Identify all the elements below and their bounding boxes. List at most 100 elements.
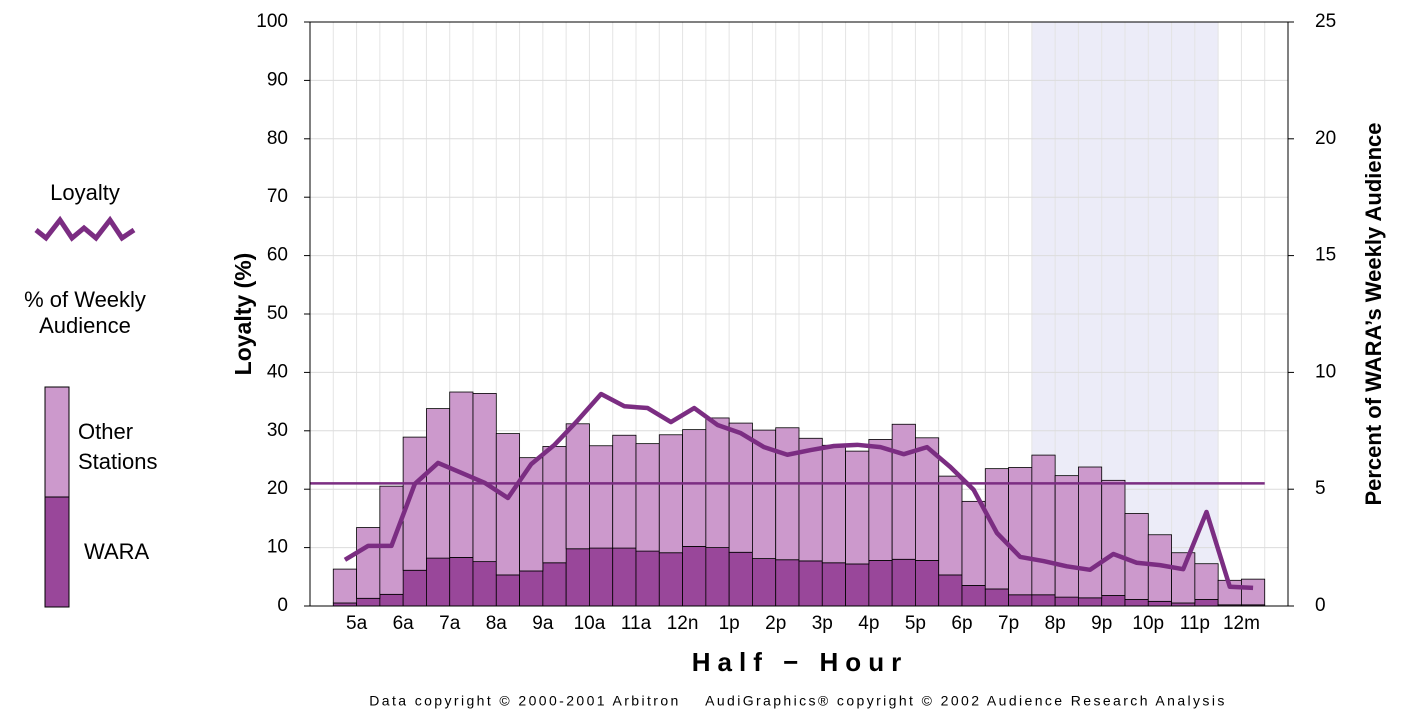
y-tick-label: 100 <box>256 11 288 32</box>
bar-segment <box>1147 600 1172 607</box>
bar-segment <box>565 423 590 550</box>
bar-segment <box>1031 594 1056 607</box>
bar-segment <box>728 551 753 607</box>
bar-segment <box>658 552 683 607</box>
y2-tick-label: 15 <box>1315 245 1336 266</box>
bar-segment <box>705 547 730 607</box>
bar-segment <box>519 570 544 607</box>
bar-segment <box>915 560 940 607</box>
x-tick-label: 6a <box>393 613 415 634</box>
y2-tick-label: 10 <box>1315 361 1336 382</box>
y-tick-label: 20 <box>267 478 288 499</box>
bar-segment <box>472 561 497 607</box>
y-tick-label: 30 <box>267 420 288 441</box>
y-tick-label: 70 <box>267 186 288 207</box>
x-tick-label: 10a <box>574 613 606 634</box>
bar-segment <box>775 427 800 561</box>
bar-segment <box>495 574 520 607</box>
bar-segment <box>495 433 520 576</box>
x-tick-label: 7a <box>439 613 461 634</box>
bar-segment <box>542 446 567 564</box>
x-tick-label: 9p <box>1091 613 1112 634</box>
bar-segment <box>589 445 614 549</box>
bar-segment <box>1124 599 1149 607</box>
y-tick-label: 60 <box>267 245 288 266</box>
bar-segment <box>752 558 777 607</box>
bar-segment <box>1008 467 1033 596</box>
bar-segment <box>635 443 660 552</box>
legend-line-icon <box>34 215 136 242</box>
y-tick-label: 10 <box>267 537 288 558</box>
y-tick-label: 90 <box>267 69 288 90</box>
bar-segment <box>1194 563 1219 600</box>
legend-heading: % of Weekly Audience <box>24 287 146 338</box>
bar-segment <box>821 444 846 564</box>
x-tick-label: 1p <box>719 613 740 634</box>
legend-swatch-other <box>44 386 70 498</box>
bar-segment <box>682 429 707 547</box>
bar-segment <box>891 423 916 560</box>
x-tick-label: 10p <box>1132 613 1164 634</box>
bar-segment <box>402 569 427 607</box>
bar-segment <box>821 562 846 607</box>
footer: Data copyright © 2000-2001 Arbitron Audi… <box>369 693 1226 709</box>
x-tick-label: 3p <box>812 613 833 634</box>
bar-segment <box>589 547 614 607</box>
y2-tick-label: 5 <box>1315 478 1326 499</box>
bar-segment <box>891 558 916 607</box>
bar-segment <box>1101 479 1126 596</box>
bar-segment <box>682 546 707 607</box>
x-tick-label: 5a <box>346 613 368 634</box>
bar-segment <box>1078 466 1103 599</box>
bar-segment <box>961 585 986 607</box>
bar-segment <box>775 559 800 607</box>
bar-segment <box>635 550 660 607</box>
bar-segment <box>798 437 823 562</box>
bar-segment <box>1241 578 1266 606</box>
legend-loyalty: Loyalty <box>50 180 120 205</box>
x-tick-label: 12n <box>667 613 699 634</box>
bar-segment <box>845 450 870 565</box>
bar-segment <box>1054 475 1079 598</box>
bar-segment <box>356 597 381 607</box>
y-tick-label: 80 <box>267 128 288 149</box>
bar-segment <box>728 422 753 553</box>
y2-tick-label: 20 <box>1315 128 1336 149</box>
x-tick-label: 7p <box>998 613 1019 634</box>
bar-segment <box>426 557 451 607</box>
y-axis-label: Loyalty (%) <box>230 253 256 376</box>
bar-segment <box>449 557 474 607</box>
x-tick-label: 8p <box>1045 613 1066 634</box>
plot-frame <box>309 21 1289 607</box>
bar-segment <box>379 593 404 607</box>
loyalty-line <box>343 391 1254 591</box>
x-tick-label: 2p <box>765 613 786 634</box>
x-tick-label: 8a <box>486 613 508 634</box>
x-tick-label: 5p <box>905 613 926 634</box>
x-tick-label: 12m <box>1223 613 1260 634</box>
y-tick-label: 0 <box>277 595 288 616</box>
legend-wara: WARA <box>84 539 150 564</box>
y2-tick-label: 0 <box>1315 595 1326 616</box>
bar-segment <box>938 475 963 576</box>
x-axis-label: Half − Hour <box>692 647 908 677</box>
bar-segment <box>565 548 590 607</box>
y2-axis-label: Percent of WARA’s Weekly Audience <box>1361 122 1386 505</box>
bar-segment <box>1054 596 1079 607</box>
bar-segment <box>1008 594 1033 607</box>
x-tick-label: 4p <box>858 613 879 634</box>
bar-segment <box>868 560 893 607</box>
bar-segment <box>612 547 637 607</box>
bar-segment <box>332 568 357 604</box>
bar-segment <box>658 434 683 554</box>
legend-other: Other Stations <box>78 419 158 474</box>
bar-segment <box>1171 552 1196 604</box>
bar-segment <box>612 434 637 549</box>
y-tick-label: 40 <box>267 361 288 382</box>
x-tick-label: 11p <box>1180 613 1210 634</box>
plot: 0 10 20 30 40 50 60 70 80 90 100 0 5 10 15 20 25 5a 6a 7a 8a… <box>256 11 1336 634</box>
legend-swatch-wara <box>44 496 70 608</box>
bar-segment <box>1078 597 1103 607</box>
